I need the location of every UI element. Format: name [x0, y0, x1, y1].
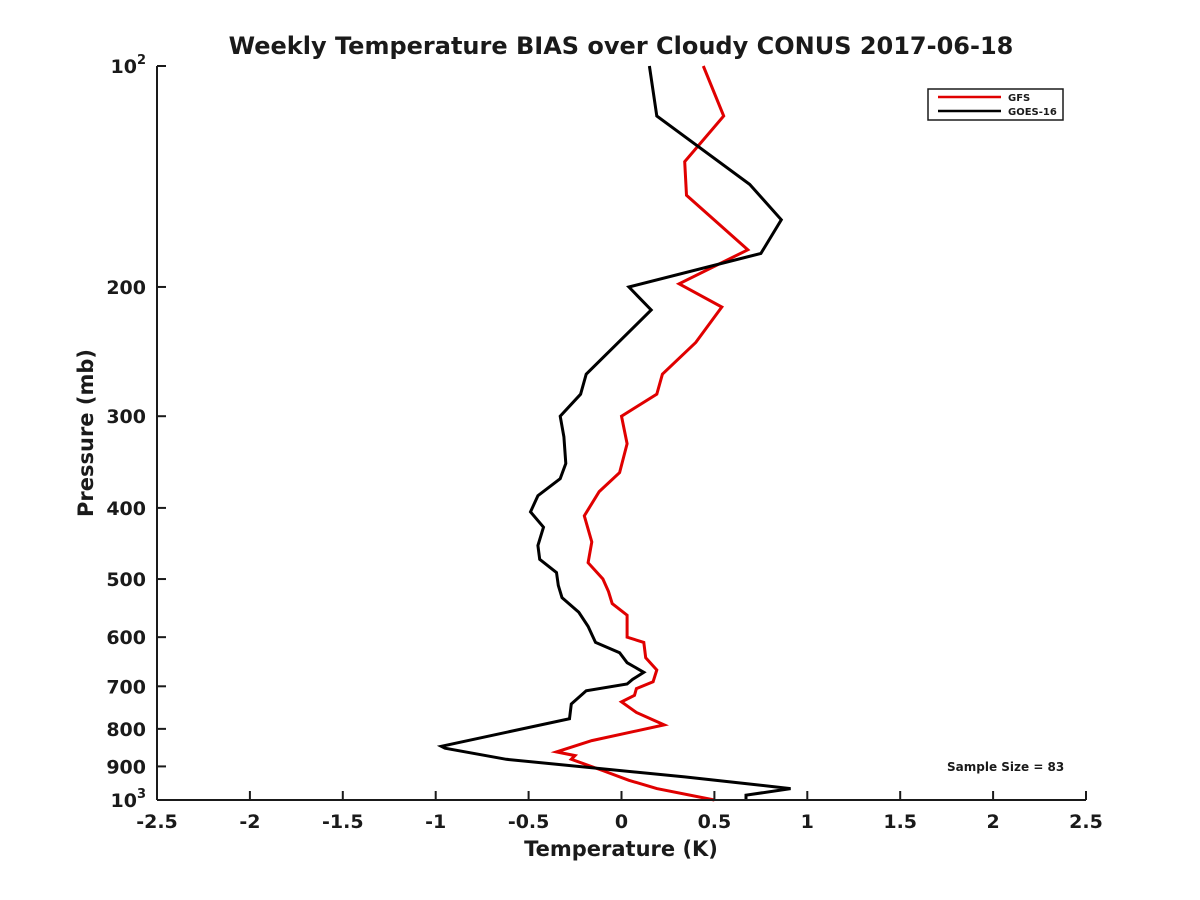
- x-tick-label: -1.5: [322, 811, 364, 833]
- legend-label-goes16: GOES-16: [1008, 107, 1057, 118]
- x-ticks: -2.5 -2 -1.5 -1 -0.5 0 0.5 1 1.5 2 2.5: [136, 791, 1103, 833]
- x-axis-label: Temperature (K): [524, 837, 718, 861]
- series-line-0: [550, 65, 751, 802]
- y-tick-label: 800: [106, 719, 146, 741]
- legend-label-gfs: GFS: [1008, 93, 1030, 104]
- x-tick-label: 0: [615, 811, 628, 833]
- series-line-1: [436, 65, 791, 800]
- x-tick-label: 0.5: [698, 811, 732, 833]
- y-tick-label: 600: [106, 627, 146, 649]
- x-tick-label: 2.5: [1069, 811, 1103, 833]
- x-tick-label: -1: [425, 811, 446, 833]
- y-tick-label: 200: [106, 277, 146, 299]
- x-tick-label: -2: [239, 811, 260, 833]
- sample-size-annotation: Sample Size = 83: [947, 760, 1064, 774]
- y-tick-label: 500: [106, 569, 146, 591]
- y-ticks: 102 200 300 400 500 600 700 800 900 103: [106, 53, 166, 812]
- x-tick-label: 1: [801, 811, 814, 833]
- chart-title: Weekly Temperature BIAS over Cloudy CONU…: [229, 32, 1014, 60]
- x-tick-label: -2.5: [136, 811, 178, 833]
- y-tick-label: 700: [106, 676, 146, 698]
- y-axis-label: Pressure (mb): [74, 349, 98, 517]
- x-tick-label: -0.5: [508, 811, 550, 833]
- y-tick-label: 102: [111, 53, 147, 78]
- x-tick-label: 2: [986, 811, 999, 833]
- y-tick-label: 103: [111, 787, 147, 812]
- y-tick-label: 900: [106, 756, 146, 778]
- y-tick-label: 300: [106, 406, 146, 428]
- legend-box: [927, 88, 1064, 121]
- y-tick-label: 400: [106, 498, 146, 520]
- legend: GFS GOES-16: [927, 88, 1064, 121]
- series-layer: [436, 65, 791, 802]
- x-tick-label: 1.5: [883, 811, 917, 833]
